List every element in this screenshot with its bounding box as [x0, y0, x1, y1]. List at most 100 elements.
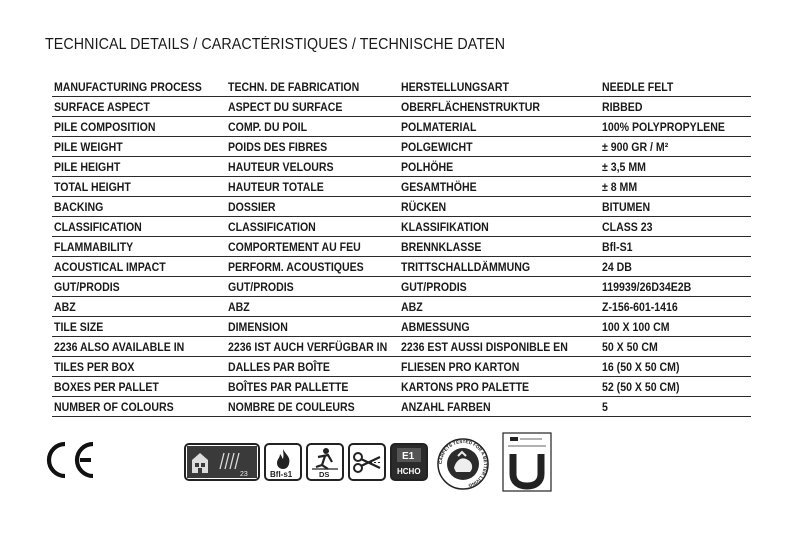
table-cell-label-en: ABZ: [52, 296, 226, 317]
table-cell-label-en: ACOUSTICAL IMPACT: [52, 256, 226, 277]
table-row: GUT/PRODIS GUT/PRODIS GUT/PRODIS 119939/26D…: [52, 276, 751, 297]
cell-text: POLHÖHE: [401, 160, 454, 174]
cell-text: OBERFLÄCHENSTRUKTUR: [401, 100, 541, 114]
cell-text: 100 X 100 CM: [602, 320, 670, 334]
table-row: MANUFACTURING PROCESS TECHN. DE FABRICATI…: [52, 77, 751, 97]
cell-text: GUT/PRODIS: [227, 280, 294, 294]
e1-label: E1: [402, 451, 415, 462]
table-cell-label-fr: HAUTEUR TOTALE: [225, 176, 400, 197]
table-cell-label-de: OBERFLÄCHENSTRUKTUR: [399, 96, 601, 117]
table-row: PILE WEIGHT POIDS DES FIBRES POLGEWICHT ± 9…: [52, 136, 751, 157]
cell-text: CLASSIFICATION: [227, 220, 316, 234]
table-cell-label-en: TOTAL HEIGHT: [52, 176, 226, 197]
table-cell-value: BITUMEN: [600, 196, 751, 217]
cell-text: TOTAL HEIGHT: [54, 180, 131, 194]
cell-text: NUMBER OF COLOURS: [54, 400, 174, 414]
cell-text: PILE COMPOSITION: [54, 120, 156, 134]
cell-text: DIMENSION: [227, 320, 288, 334]
cell-text: 2236 IST AUCH VERFÜGBAR IN: [227, 340, 387, 354]
cell-text: HAUTEUR VELOURS: [227, 160, 334, 174]
table-cell-value: RIBBED: [600, 96, 751, 117]
table-cell-label-fr: POIDS DES FIBRES: [225, 136, 400, 157]
cell-text: NEEDLE FELT: [602, 80, 674, 94]
table-cell-label-fr: BOÎTES PAR PALLETTE: [225, 376, 400, 397]
table-cell-label-en: PILE COMPOSITION: [52, 116, 226, 137]
cell-text: TILE SIZE: [54, 320, 104, 334]
table-cell-label-en: GUT/PRODIS: [52, 276, 226, 297]
cell-text: HERSTELLUNGSART: [401, 80, 510, 94]
table-cell-label-en: 2236 ALSO AVAILABLE IN: [52, 336, 226, 357]
cell-text: ASPECT DU SURFACE: [227, 100, 343, 114]
table-cell-label-de: BRENNKLASSE: [399, 236, 601, 257]
cell-text: GUT/PRODIS: [401, 280, 468, 294]
cell-text: 2236 EST AUSSI DISPONIBLE EN: [401, 340, 569, 354]
cell-text: MANUFACTURING PROCESS: [54, 80, 202, 94]
table-cell-label-de: GUT/PRODIS: [399, 276, 601, 297]
table-row: TOTAL HEIGHT HAUTEUR TOTALE GESAMTHÖHE ± 8 …: [52, 176, 751, 197]
table-cell-value: CLASS 23: [600, 216, 751, 237]
cell-text: NOMBRE DE COULEURS: [227, 400, 355, 414]
table-cell-value: ± 900 GR / M²: [600, 136, 751, 157]
specification-table: MANUFACTURING PROCESS TECHN. DE FABRICATI…: [52, 77, 751, 417]
table-row: FLAMMABILITY COMPORTEMENT AU FEU BRENNKLAS…: [52, 236, 751, 257]
ds-label: DS: [319, 470, 329, 479]
table-cell-label-de: FLIESEN PRO KARTON: [399, 356, 601, 377]
table-row: TILES PER BOX DALLES PAR BOÎTE FLIESEN PRO…: [52, 356, 751, 377]
table-cell-label-de: ABZ: [399, 296, 601, 317]
table-cell-label-de: KLASSIFIKATION: [399, 216, 601, 237]
table-cell-label-fr: GUT/PRODIS: [225, 276, 400, 297]
cell-text: 16 (50 X 50 CM): [602, 360, 680, 374]
cell-text: COMP. DU POIL: [227, 120, 307, 134]
cell-text: TECHN. DE FABRICATION: [227, 80, 359, 94]
fire-class-bfl-s1-icon: Bfl-s1: [264, 443, 302, 481]
cell-text: ± 8 MM: [602, 180, 638, 194]
cell-text: PILE HEIGHT: [54, 160, 121, 174]
table-cell-label-de: ANZAHL FARBEN: [399, 396, 601, 417]
cell-text: DALLES PAR BOÎTE: [227, 360, 330, 374]
table-cell-label-fr: ABZ: [225, 296, 400, 317]
ce-mark-icon: [46, 441, 94, 479]
cell-text: 2236 ALSO AVAILABLE IN: [54, 340, 185, 354]
cell-text: ABZ: [227, 300, 250, 314]
cell-text: 50 X 50 CM: [602, 340, 659, 354]
table-cell-value: 100% POLYPROPYLENE: [600, 116, 751, 137]
gut-certification-seal-icon: CARPETS TESTED FOR A BETTER LIVING: [437, 438, 489, 490]
table-cell-label-de: TRITTSCHALLDÄMMUNG: [399, 256, 601, 277]
e1-hcho-emission-icon: E1 HCHO: [390, 443, 428, 481]
table-cell-value: 100 X 100 CM: [600, 316, 751, 337]
cell-text: 52 (50 X 50 CM): [602, 380, 680, 394]
table-cell-label-en: TILES PER BOX: [52, 356, 226, 377]
table-cell-label-en: TILE SIZE: [52, 316, 226, 337]
table-cell-label-fr: 2236 IST AUCH VERFÜGBAR IN: [225, 336, 400, 357]
hcho-label: HCHO: [397, 467, 421, 476]
table-row: ABZ ABZ ABZ Z-156-601-1416: [52, 296, 751, 317]
cell-text: BITUMEN: [602, 200, 651, 214]
table-cell-label-de: KARTONS PRO PALETTE: [399, 376, 601, 397]
table-row: TILE SIZE DIMENSION ABMESSUNG 100 X 100 CM: [52, 316, 751, 337]
table-cell-label-en: FLAMMABILITY: [52, 236, 226, 257]
table-cell-label-en: CLASSIFICATION: [52, 216, 226, 237]
cell-text: CLASSIFICATION: [54, 220, 142, 234]
cell-text: GUT/PRODIS: [54, 280, 120, 294]
table-cell-label-fr: CLASSIFICATION: [225, 216, 400, 237]
table-cell-label-fr: DIMENSION: [225, 316, 400, 337]
cell-text: ABZ: [54, 300, 76, 314]
table-cell-label-fr: ASPECT DU SURFACE: [225, 96, 400, 117]
cell-text: TILES PER BOX: [54, 360, 135, 374]
table-cell-label-de: POLMATERIAL: [399, 116, 601, 137]
table-row: 2236 ALSO AVAILABLE IN 2236 IST AUCH VERF…: [52, 336, 751, 357]
table-cell-value: Z-156-601-1416: [600, 296, 751, 317]
antistatic-ds-icon: DS: [306, 443, 344, 481]
class-number-label: 23: [240, 471, 248, 478]
table-cell-value: 24 DB: [600, 256, 751, 277]
table-cell-value: 16 (50 X 50 CM): [600, 356, 751, 377]
cell-text: RÜCKEN: [401, 200, 447, 214]
u-certification-label-icon: [502, 432, 552, 492]
page-title: TECHNICAL DETAILS / CARACTÉRISTIQUES / T…: [45, 36, 506, 53]
table-row: PILE COMPOSITION COMP. DU POIL POLMATERIAL…: [52, 116, 751, 137]
table-row: NUMBER OF COLOURS NOMBRE DE COULEURS ANZAH…: [52, 396, 751, 417]
cell-text: COMPORTEMENT AU FEU: [227, 240, 361, 254]
table-row: SURFACE ASPECT ASPECT DU SURFACE OBERFLÄCH…: [52, 96, 751, 117]
table-row: CLASSIFICATION CLASSIFICATION KLASSIFIKATI…: [52, 216, 751, 237]
table-cell-value: ± 8 MM: [600, 176, 751, 197]
